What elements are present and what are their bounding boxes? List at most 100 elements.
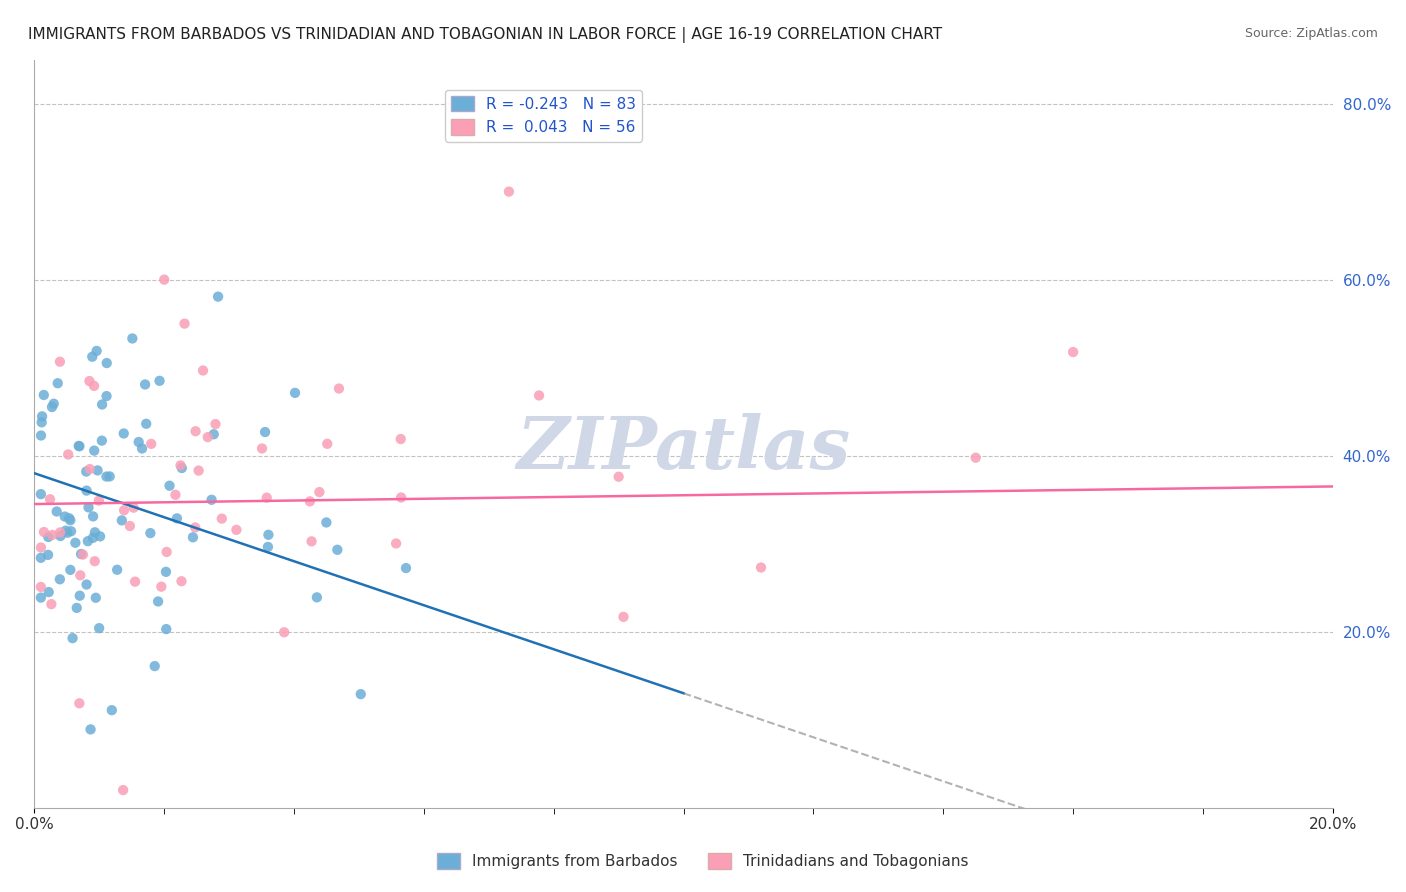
Legend: Immigrants from Barbados, Trinidadians and Tobagonians: Immigrants from Barbados, Trinidadians a… <box>432 847 974 875</box>
Point <box>112 503 135 517</box>
Point <box>42 397 65 411</box>
Point <box>112 426 135 441</box>
Point <box>30 428 52 442</box>
Point <box>395 561 418 575</box>
Point <box>79 723 101 737</box>
Point <box>250 442 273 456</box>
Point <box>56 447 79 461</box>
Point <box>49 529 72 543</box>
Point <box>150 580 173 594</box>
Point <box>79 374 101 388</box>
Point <box>98 469 121 483</box>
Point <box>187 464 209 478</box>
Point <box>257 540 280 554</box>
Point <box>211 511 233 525</box>
Point <box>38 585 60 599</box>
Point <box>204 417 226 431</box>
Point <box>39 492 62 507</box>
Point <box>41 400 63 414</box>
Point <box>46 376 69 391</box>
Point <box>79 462 101 476</box>
Point <box>170 461 193 475</box>
Point <box>84 525 107 540</box>
Point <box>30 550 52 565</box>
Point <box>72 548 94 562</box>
Point <box>49 525 72 540</box>
Point <box>75 465 97 479</box>
Point <box>76 483 98 498</box>
Text: Source: ZipAtlas.com: Source: ZipAtlas.com <box>1244 27 1378 40</box>
Point <box>316 437 339 451</box>
Point <box>315 516 337 530</box>
Point <box>155 565 177 579</box>
Point <box>184 424 207 438</box>
Point <box>169 458 191 473</box>
Point <box>31 409 53 424</box>
Point <box>83 554 105 568</box>
Point <box>389 491 412 505</box>
Point <box>308 485 330 500</box>
Point <box>166 511 188 525</box>
Point <box>70 547 93 561</box>
Point <box>134 377 156 392</box>
Point <box>328 382 350 396</box>
Point <box>181 530 204 544</box>
Point <box>139 526 162 541</box>
Point <box>82 509 104 524</box>
Point <box>86 463 108 477</box>
Point <box>30 487 52 501</box>
Point <box>67 439 90 453</box>
Point <box>30 580 52 594</box>
Text: IMMIGRANTS FROM BARBADOS VS TRINIDADIAN AND TOBAGONIAN IN LABOR FORCE | AGE 16-1: IMMIGRANTS FROM BARBADOS VS TRINIDADIAN … <box>28 27 942 43</box>
Point <box>273 625 295 640</box>
Point <box>32 388 55 402</box>
Point <box>62 631 84 645</box>
Point <box>84 591 107 605</box>
Point <box>607 469 630 483</box>
Point <box>76 534 98 549</box>
Point <box>385 536 408 550</box>
Point <box>965 450 987 465</box>
Point <box>118 519 141 533</box>
Point <box>58 511 80 525</box>
Point <box>45 504 67 518</box>
Point <box>1062 345 1084 359</box>
Point <box>83 443 105 458</box>
Point <box>31 415 53 429</box>
Point <box>305 591 328 605</box>
Point <box>207 290 229 304</box>
Point <box>65 535 87 549</box>
Point <box>257 528 280 542</box>
Point <box>41 597 63 611</box>
Point <box>141 437 163 451</box>
Point <box>350 687 373 701</box>
Point <box>284 385 307 400</box>
Point <box>53 509 76 524</box>
Point <box>159 479 181 493</box>
Point <box>69 589 91 603</box>
Point <box>96 389 118 403</box>
Point <box>191 363 214 377</box>
Point <box>90 434 112 448</box>
Point <box>105 563 128 577</box>
Point <box>49 572 72 586</box>
Point <box>83 379 105 393</box>
Point <box>184 520 207 534</box>
Point <box>111 513 134 527</box>
Point <box>60 524 83 539</box>
Point <box>173 317 195 331</box>
Point <box>170 574 193 589</box>
Point <box>122 500 145 515</box>
Point <box>202 427 225 442</box>
Point <box>612 610 634 624</box>
Point <box>89 621 111 635</box>
Point <box>96 356 118 370</box>
Point <box>82 350 104 364</box>
Point <box>87 493 110 508</box>
Point <box>56 525 79 540</box>
Point <box>153 272 176 286</box>
Point <box>76 577 98 591</box>
Point <box>112 783 135 797</box>
Point <box>41 528 63 542</box>
Point <box>124 574 146 589</box>
